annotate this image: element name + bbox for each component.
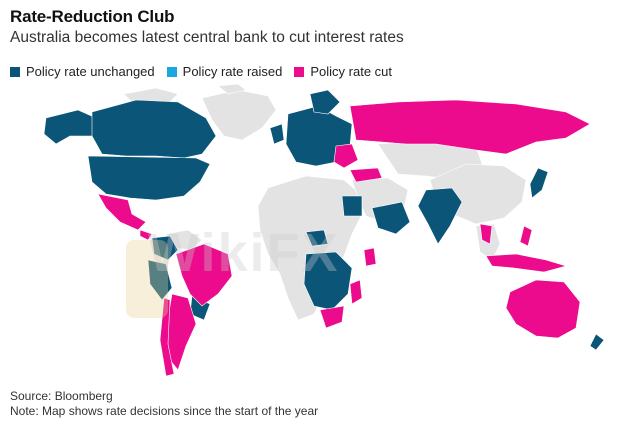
legend-item-cut: Policy rate cut xyxy=(294,64,392,79)
region-brazil xyxy=(175,243,233,307)
region-peru xyxy=(147,259,173,301)
region-mexico xyxy=(97,193,147,231)
chart-header: Rate-Reduction Club Australia becomes la… xyxy=(10,6,608,48)
region-scandinavia xyxy=(309,89,341,115)
region-egypt xyxy=(341,195,363,217)
region-indonesia xyxy=(485,253,568,273)
region-canada xyxy=(91,99,217,159)
region-southern-africa xyxy=(303,251,353,311)
chart-title: Rate-Reduction Club xyxy=(10,7,175,26)
legend-label-raised: Policy rate raised xyxy=(182,64,283,79)
region-uk xyxy=(269,123,285,145)
region-thailand xyxy=(479,223,493,245)
region-kenya xyxy=(363,247,377,267)
regions-cut xyxy=(97,99,591,377)
legend-swatch-raised xyxy=(166,66,177,77)
legend-item-unchanged: Policy rate unchanged xyxy=(10,64,155,79)
region-greenland xyxy=(201,89,277,141)
region-colombia xyxy=(151,235,179,261)
source-note: Source: Bloomberg xyxy=(10,389,113,403)
chart-footer: Source: Bloomberg Note: Map shows rate d… xyxy=(10,389,318,419)
chart-subtitle: Australia becomes latest central bank to… xyxy=(10,29,404,46)
region-eastern-europe xyxy=(333,143,359,169)
legend-item-raised: Policy rate raised xyxy=(166,64,283,79)
regions-unchanged xyxy=(43,89,605,351)
region-south-africa xyxy=(319,305,345,329)
region-india xyxy=(417,187,463,245)
region-alaska xyxy=(43,109,97,145)
legend-label-cut: Policy rate cut xyxy=(310,64,393,79)
region-mozambique xyxy=(349,279,363,305)
region-saudi-arabia xyxy=(371,201,411,235)
region-japan xyxy=(529,167,549,199)
region-russia xyxy=(349,99,591,155)
legend: Policy rate unchanged Policy rate raised… xyxy=(10,64,392,79)
region-chile xyxy=(159,297,175,377)
region-new-zealand xyxy=(589,333,605,351)
world-map-svg xyxy=(43,84,605,377)
region-turkey xyxy=(349,167,383,183)
region-united-states xyxy=(87,155,211,201)
world-map xyxy=(6,84,610,384)
legend-label-unchanged: Policy rate unchanged xyxy=(26,64,155,79)
region-central-america xyxy=(139,229,153,241)
region-philippines xyxy=(519,225,533,247)
legend-swatch-cut xyxy=(294,66,305,77)
region-west-africa xyxy=(305,229,329,247)
legend-swatch-unchanged xyxy=(10,66,20,77)
footnote: Note: Map shows rate decisions since the… xyxy=(10,404,319,418)
region-australia xyxy=(505,279,581,339)
